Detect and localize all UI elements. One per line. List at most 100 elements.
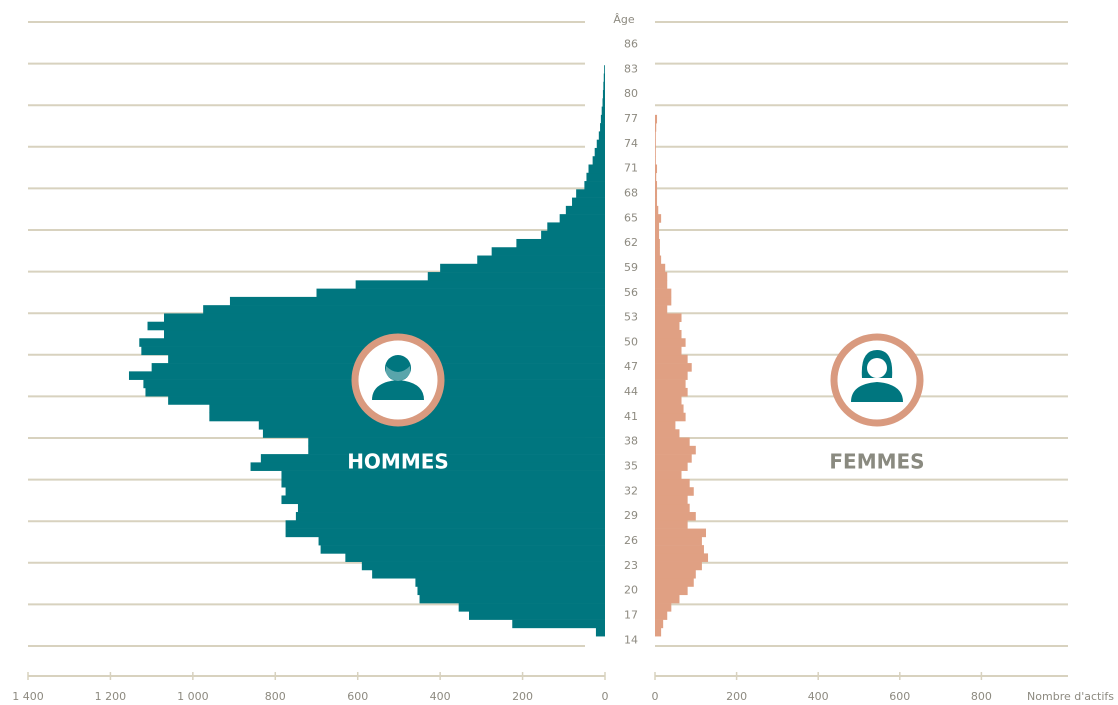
y-tick-label: 56 bbox=[624, 286, 638, 299]
bar bbox=[655, 487, 694, 496]
x-tick-label: 400 bbox=[430, 690, 451, 703]
bar bbox=[281, 478, 605, 488]
bar bbox=[655, 313, 682, 323]
bar bbox=[260, 454, 605, 463]
bar bbox=[655, 288, 672, 298]
bar bbox=[655, 412, 686, 422]
bar bbox=[602, 98, 605, 107]
bar bbox=[345, 553, 605, 562]
x-tick-label: 200 bbox=[726, 690, 747, 703]
bar bbox=[308, 437, 605, 447]
bar bbox=[281, 470, 605, 480]
x-tick-label: 800 bbox=[265, 690, 286, 703]
y-tick-label: 77 bbox=[624, 112, 638, 125]
series-label: FEMMES bbox=[829, 450, 924, 474]
bar bbox=[655, 586, 688, 596]
y-tick-label: 68 bbox=[624, 186, 638, 199]
y-tick-label: 32 bbox=[624, 484, 638, 497]
y-tick-label: 26 bbox=[624, 534, 638, 547]
bar bbox=[415, 578, 605, 587]
y-tick-label: 29 bbox=[624, 509, 638, 522]
bar bbox=[285, 520, 605, 529]
bar bbox=[655, 255, 662, 265]
bar bbox=[318, 536, 605, 546]
bar bbox=[655, 603, 672, 612]
bar bbox=[541, 230, 605, 240]
bar bbox=[372, 569, 605, 579]
bar bbox=[655, 594, 680, 604]
y-tick-label: 20 bbox=[624, 584, 638, 597]
bar bbox=[602, 90, 605, 99]
bar bbox=[417, 586, 605, 596]
y-tick-label: 74 bbox=[624, 137, 638, 150]
bar bbox=[655, 247, 660, 256]
bar bbox=[147, 321, 605, 331]
bar bbox=[600, 114, 605, 124]
bar bbox=[295, 512, 605, 521]
x-tick-label: 1 400 bbox=[12, 690, 44, 703]
bar bbox=[655, 561, 702, 571]
bar bbox=[655, 329, 682, 339]
bar bbox=[576, 189, 605, 198]
bar bbox=[285, 487, 605, 496]
bar bbox=[547, 222, 605, 231]
y-tick-label: 83 bbox=[624, 62, 638, 75]
bar bbox=[655, 164, 658, 174]
y-tick-label: 14 bbox=[624, 633, 638, 646]
y-tick-label: 62 bbox=[624, 236, 638, 249]
bar bbox=[297, 503, 605, 513]
bar bbox=[355, 280, 605, 289]
bar bbox=[427, 272, 605, 281]
bar bbox=[655, 387, 688, 397]
bar bbox=[655, 230, 660, 240]
x-tick-label: 200 bbox=[512, 690, 533, 703]
bar bbox=[655, 363, 692, 372]
bar bbox=[655, 296, 672, 306]
y-tick-label: 53 bbox=[624, 311, 638, 324]
bar bbox=[308, 445, 605, 455]
bar bbox=[655, 238, 660, 248]
bar bbox=[655, 478, 690, 488]
y-tick-label: 17 bbox=[624, 608, 638, 621]
bar bbox=[601, 106, 605, 116]
bar bbox=[598, 131, 605, 140]
bar bbox=[655, 512, 696, 521]
bar bbox=[559, 214, 605, 223]
bar bbox=[512, 619, 605, 629]
bar bbox=[655, 139, 656, 149]
bar bbox=[258, 421, 605, 430]
x-tick-label: 600 bbox=[889, 690, 910, 703]
bar bbox=[655, 536, 702, 546]
y-tick-label: 80 bbox=[624, 87, 638, 100]
bar bbox=[516, 238, 605, 248]
bar bbox=[320, 545, 605, 554]
x-tick-label: 0 bbox=[652, 690, 659, 703]
x-tick-label: 1 000 bbox=[177, 690, 209, 703]
x-tick-label: 1 200 bbox=[95, 690, 127, 703]
bar bbox=[655, 578, 694, 587]
bar bbox=[655, 503, 690, 513]
bar bbox=[655, 131, 656, 140]
bar bbox=[596, 139, 605, 149]
bar bbox=[655, 619, 664, 629]
bar bbox=[655, 470, 682, 480]
bar bbox=[655, 421, 676, 430]
bar bbox=[603, 73, 605, 83]
bar bbox=[655, 354, 688, 364]
bar bbox=[655, 520, 688, 529]
bar bbox=[584, 181, 605, 190]
bar bbox=[477, 255, 605, 265]
bar bbox=[655, 181, 658, 190]
bar bbox=[164, 313, 605, 323]
bar bbox=[603, 81, 605, 91]
bar bbox=[655, 197, 658, 207]
bar bbox=[262, 429, 605, 438]
bar bbox=[655, 404, 684, 414]
bar bbox=[655, 437, 690, 447]
bar bbox=[655, 156, 656, 165]
bar bbox=[655, 445, 696, 455]
bar bbox=[586, 172, 605, 182]
bar bbox=[595, 627, 605, 637]
bar bbox=[655, 553, 709, 562]
x-tick-label: 600 bbox=[347, 690, 368, 703]
